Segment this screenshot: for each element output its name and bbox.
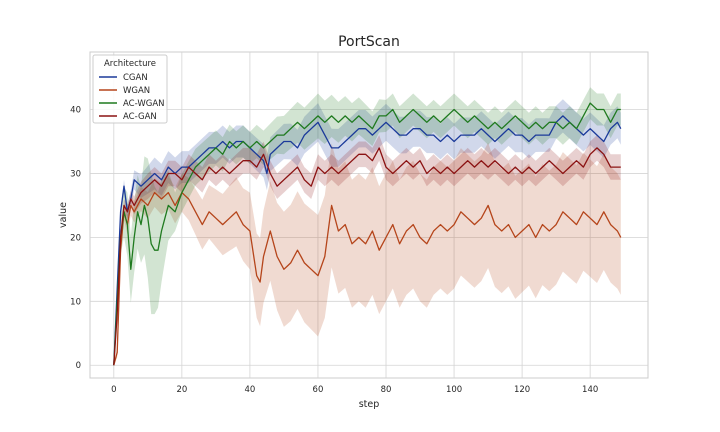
series-lines xyxy=(113,102,622,366)
x-tick-label: 100 xyxy=(446,385,462,395)
y-tick-label: 40 xyxy=(70,106,81,116)
y-tick-label: 30 xyxy=(70,169,81,179)
grid xyxy=(90,52,648,378)
plot-area xyxy=(89,51,649,379)
series-line-cgan xyxy=(113,115,622,366)
x-tick-label: 80 xyxy=(381,385,392,395)
y-tick-label: 20 xyxy=(70,233,81,243)
legend-label: WGAN xyxy=(123,86,150,96)
y-tick-label: 10 xyxy=(70,297,81,307)
legend-label: AC-WGAN xyxy=(123,99,165,109)
confidence-band-ac-wgan xyxy=(113,87,621,366)
legend: Architecture CGAN WGAN AC-WGAN AC-GAN xyxy=(92,54,168,124)
x-tick-label: 40 xyxy=(245,385,256,395)
y-tick-label: 0 xyxy=(76,361,81,371)
x-tick-label: 140 xyxy=(582,385,598,395)
y-axis-label: value xyxy=(58,202,69,228)
legend-label: CGAN xyxy=(123,73,148,83)
series-line-wgan xyxy=(113,191,622,366)
confidence-band-ac-gan xyxy=(113,135,621,366)
series-line-ac-gan xyxy=(113,147,621,366)
confidence-bands xyxy=(113,87,621,366)
tick-labels: 0 20 40 60 80 100 120 140 0 10 20 30 40 xyxy=(70,106,598,395)
confidence-band-cgan xyxy=(113,99,621,366)
confidence-band-wgan xyxy=(113,142,621,366)
x-tick-label: 120 xyxy=(514,385,530,395)
legend-box xyxy=(92,54,168,124)
x-tick-label: 60 xyxy=(313,385,324,395)
x-tick-label: 20 xyxy=(176,385,187,395)
legend-label: AC-GAN xyxy=(123,112,157,122)
x-tick-label: 0 xyxy=(111,385,116,395)
series-line-ac-wgan xyxy=(113,102,621,366)
legend-title: Architecture xyxy=(104,59,156,69)
chart-title: PortScan xyxy=(338,34,400,50)
x-axis-label: step xyxy=(359,399,380,410)
